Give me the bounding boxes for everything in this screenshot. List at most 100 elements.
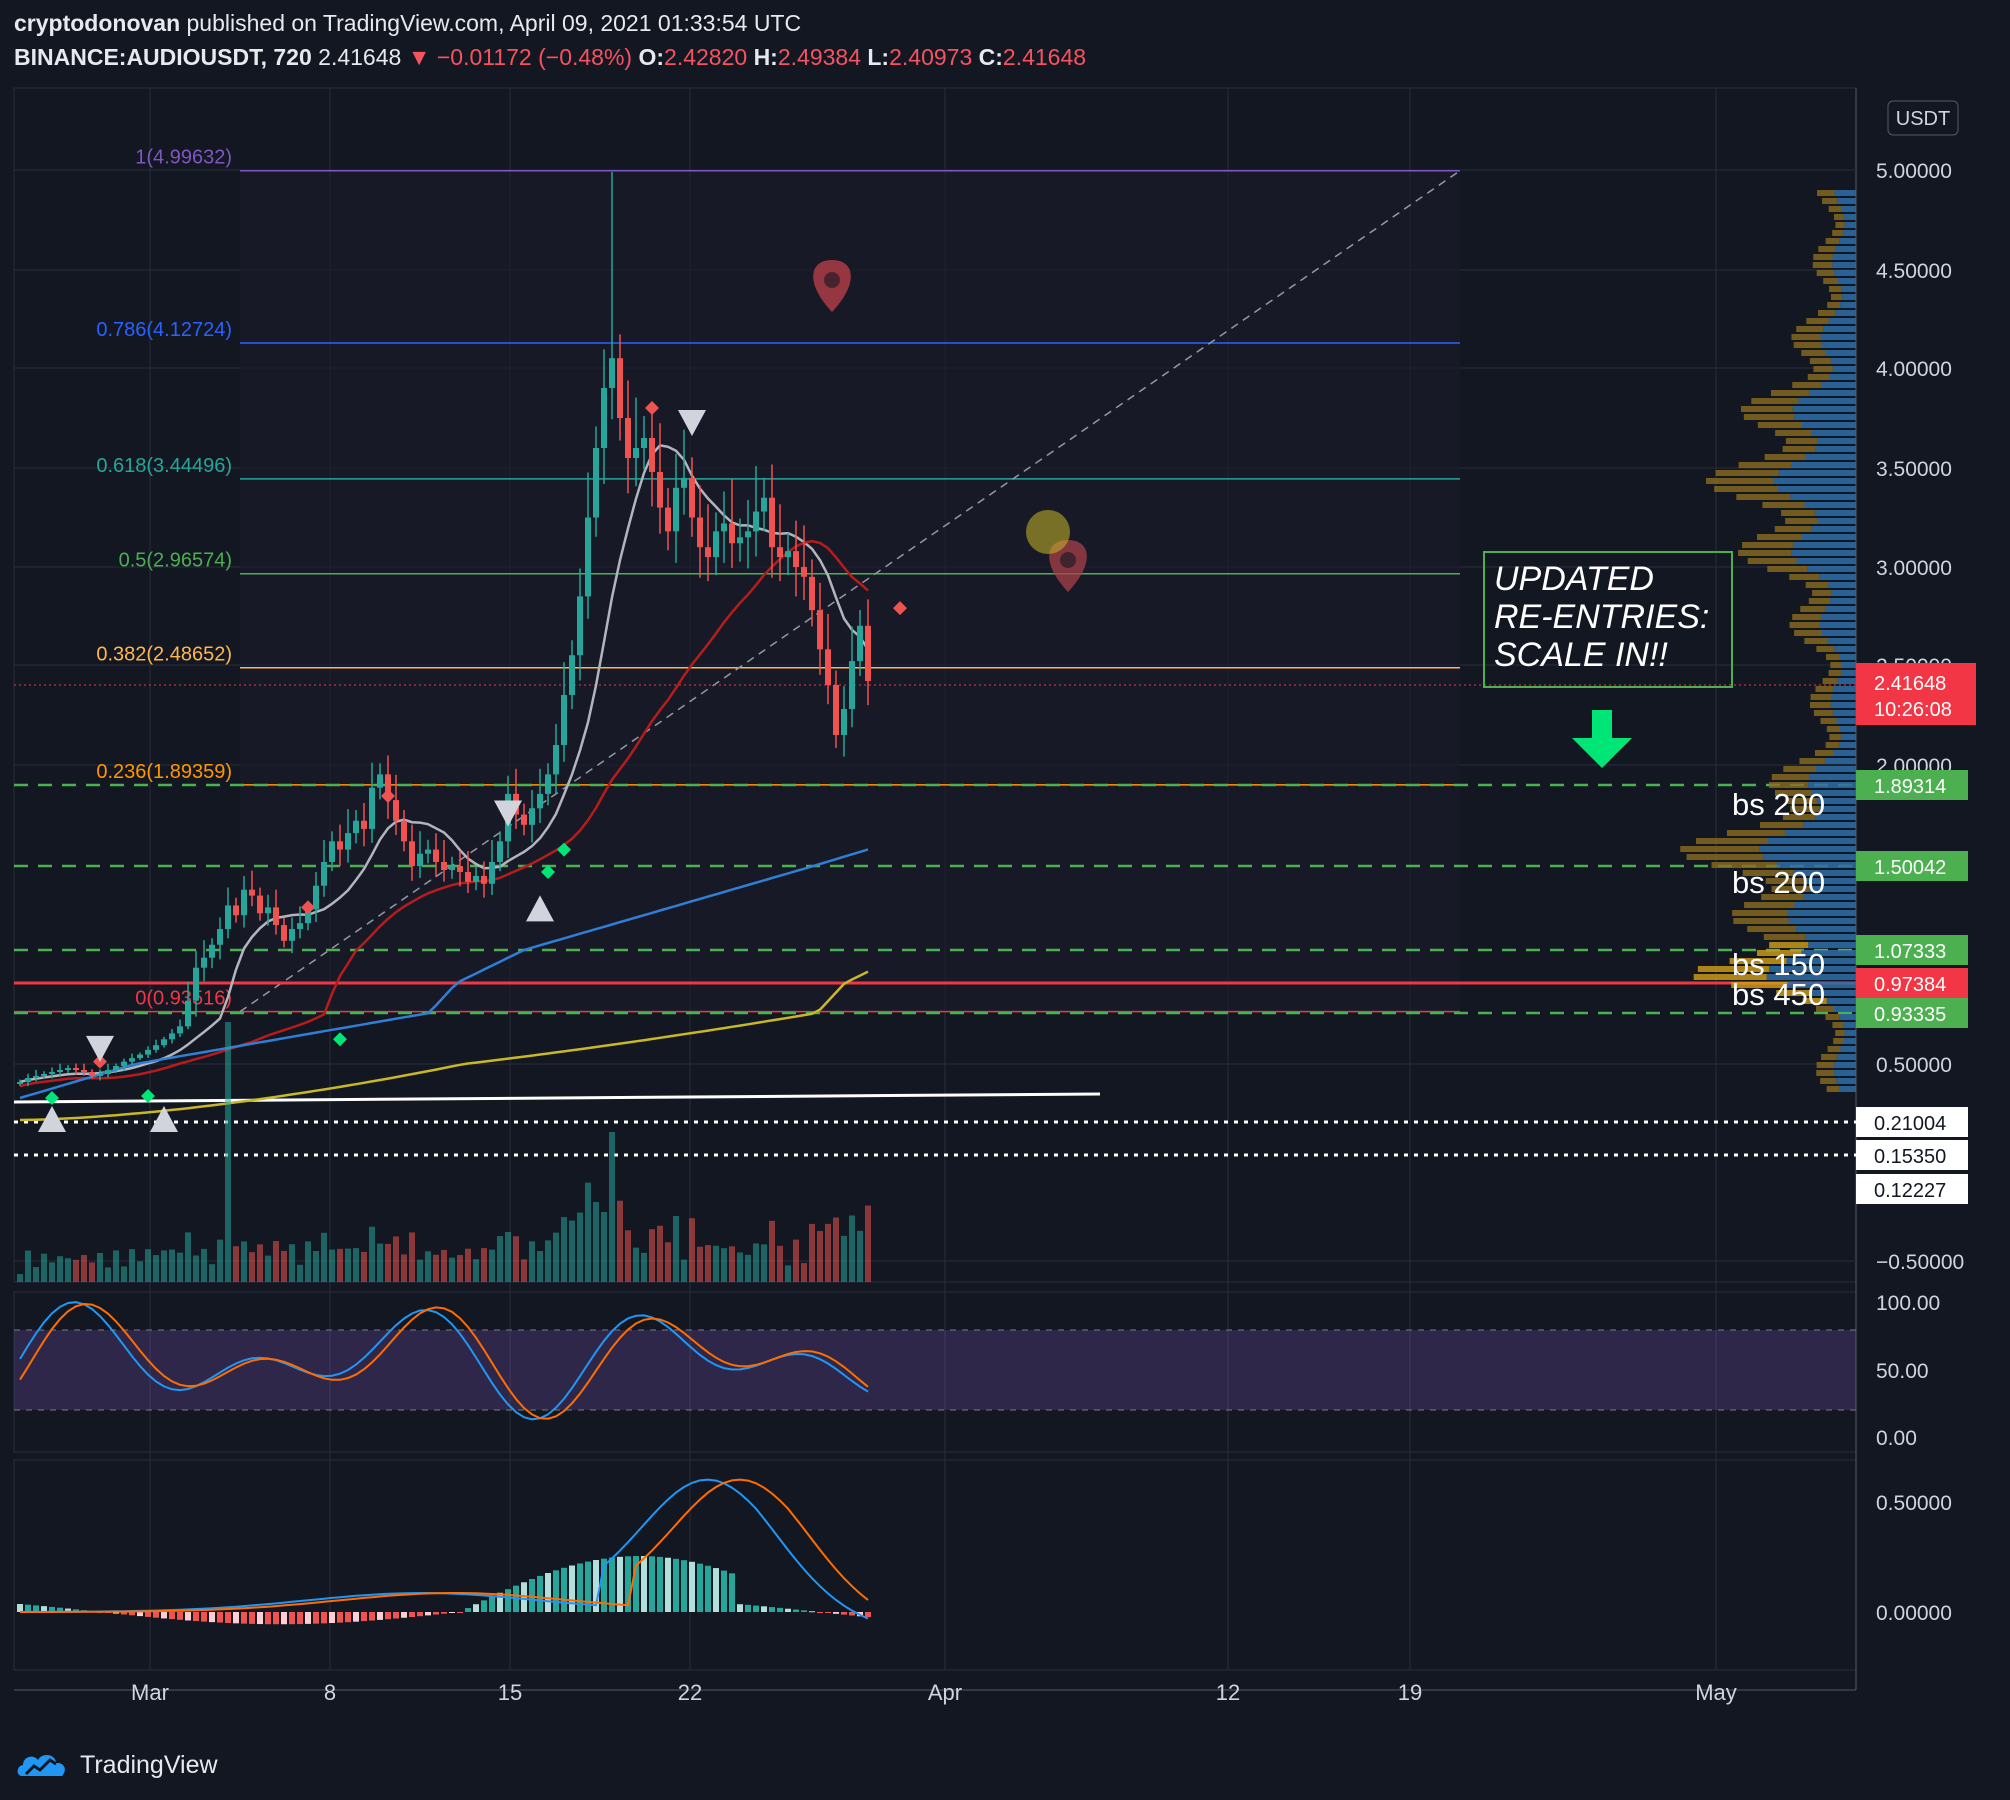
volume-profile-bar [1794, 630, 1822, 636]
volume-profile-bar [1832, 230, 1843, 236]
candle-body [561, 695, 567, 745]
candle-body [233, 905, 239, 916]
candle-body [577, 596, 583, 656]
volume-profile-bar [1830, 598, 1856, 604]
volume-profile-bar [1821, 342, 1856, 348]
volume-profile-bar [1782, 814, 1816, 820]
macd-signal-line [19, 1478, 869, 1614]
volume-profile-bar [1776, 862, 1856, 868]
volume-profile-bar [1805, 454, 1856, 460]
countdown-badge-label: 10:26:08 [1874, 699, 1952, 721]
candle-body [145, 1049, 151, 1055]
macd-axis-tick: 0.00000 [1876, 1602, 1952, 1625]
volume-bar [809, 1223, 815, 1282]
volume-profile-bar [1794, 902, 1856, 908]
macd-histogram-bar [41, 1606, 47, 1612]
volume-profile-bar [1809, 886, 1856, 892]
macd-histogram-bar [385, 1612, 391, 1620]
candle-body [697, 517, 703, 548]
volume-bar [705, 1245, 711, 1282]
candle-body [585, 517, 591, 597]
volume-bar [161, 1250, 167, 1282]
macd-histogram-bar [433, 1612, 439, 1615]
volume-profile-bar [1831, 294, 1843, 300]
macd-histogram-bar [137, 1612, 143, 1617]
volume-profile-bar [1829, 734, 1842, 740]
volume-bar [689, 1218, 695, 1282]
candle-body [361, 820, 367, 829]
time-axis-tick: 19 [1398, 1680, 1422, 1705]
candle-body [329, 841, 335, 862]
candle-body [681, 477, 687, 488]
volume-bar [529, 1241, 535, 1282]
volume-profile-bar [1765, 878, 1807, 884]
candle-body [473, 875, 479, 882]
macd-histogram-bar [489, 1596, 495, 1612]
volume-profile-bar [1808, 782, 1856, 788]
volume-profile-bar [1811, 790, 1856, 796]
volume-profile-bar [1820, 614, 1856, 620]
volume-profile-bar [1843, 1022, 1856, 1028]
volume-profile-bar [1839, 654, 1856, 660]
volume-profile-bar [1839, 238, 1856, 244]
high-label: H: [753, 44, 778, 70]
candle-body [297, 923, 303, 930]
volume-bar [225, 1022, 231, 1282]
trendline-white [13, 1092, 1101, 1104]
volume-bar [673, 1215, 679, 1282]
stoch-d-line [19, 1302, 869, 1420]
volume-profile-bar [1833, 686, 1856, 692]
volume-bar [393, 1236, 399, 1282]
volume-profile-bar [1834, 646, 1856, 652]
macd-histogram-bar [665, 1557, 671, 1612]
macd-histogram-bar [721, 1570, 727, 1612]
macd-histogram-bar [497, 1592, 503, 1612]
macd-histogram-bar [785, 1608, 791, 1612]
volume-profile-bar [1833, 1038, 1844, 1044]
volume-profile-bar [1742, 870, 1794, 876]
candle-body [761, 497, 767, 512]
volume-profile-bar [1792, 406, 1856, 412]
volume-bar [89, 1262, 95, 1282]
candle-body [161, 1039, 167, 1046]
stoch-k-line [19, 1301, 869, 1421]
volume-profile-bar [1830, 702, 1856, 708]
volume-profile-bar [1757, 422, 1803, 428]
volume-profile-bar [1804, 502, 1856, 508]
volume-bar [33, 1267, 39, 1282]
price-axis-tick: 4.50000 [1876, 260, 1952, 283]
candle-body [705, 547, 711, 558]
volume-profile-bar [1832, 1022, 1844, 1028]
price-axis-tick: 4.00000 [1876, 358, 1952, 381]
volume-bar [49, 1262, 55, 1282]
tradingview-logo-icon [17, 1754, 65, 1776]
open-label: O: [638, 44, 665, 70]
volume-profile-bar [1747, 558, 1797, 564]
symbol-label[interactable]: BINANCE:AUDIOUSDT, 720 [14, 44, 312, 70]
volume-profile-bar [1826, 998, 1856, 1004]
publish-line: cryptodonovan published on TradingView.c… [14, 10, 801, 37]
macd-histogram-bar [393, 1612, 399, 1619]
macd-histogram-bar [545, 1573, 551, 1612]
tradingview-branding[interactable]: TradingView [14, 1748, 218, 1782]
candle-body [209, 944, 215, 958]
volume-profile-bar [1819, 806, 1856, 812]
volume-bar [745, 1254, 751, 1282]
macd-histogram-bar [625, 1556, 631, 1612]
volume-profile-bar [1809, 390, 1856, 396]
annotation-text: RE-ENTRIES: [1494, 598, 1709, 636]
volume-profile-bar [1828, 318, 1856, 324]
volume-bar [593, 1202, 599, 1282]
sell-diamond-icon [381, 788, 395, 803]
candle-body [33, 1076, 39, 1079]
candle-body [793, 551, 799, 567]
author-name[interactable]: cryptodonovan [14, 10, 181, 36]
candle-body [121, 1061, 127, 1067]
candle-body [153, 1045, 159, 1050]
candle-body [81, 1070, 87, 1073]
volume-bar [785, 1265, 791, 1282]
candle-body [689, 477, 695, 518]
volume-profile-bar [1826, 1086, 1840, 1092]
volume-profile-bar [1766, 974, 1856, 980]
